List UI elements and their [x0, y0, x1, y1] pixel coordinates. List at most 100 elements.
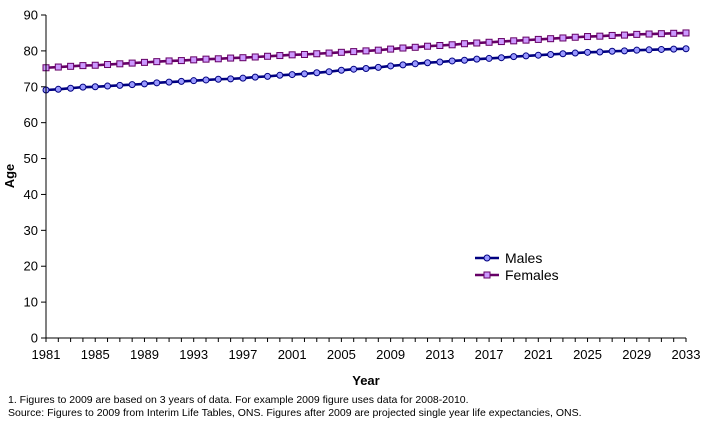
data-point-females — [485, 38, 493, 46]
data-point-females — [534, 35, 542, 43]
data-point-females — [313, 50, 321, 58]
y-tick-label: 90 — [24, 8, 38, 23]
data-point-females — [264, 52, 272, 60]
x-tick-label: 2029 — [622, 347, 651, 362]
data-point-females — [510, 37, 518, 45]
data-point-females — [596, 32, 604, 40]
data-point-females — [411, 43, 419, 51]
data-point-males — [436, 58, 444, 66]
data-point-males — [633, 46, 641, 54]
data-point-males — [608, 47, 616, 55]
data-point-males — [202, 76, 210, 84]
data-point-males — [190, 77, 198, 85]
data-point-females — [79, 62, 87, 70]
data-point-males — [645, 46, 653, 54]
series-layer — [42, 29, 690, 94]
x-axis-ticks: 1981 1985 1989 1993 1997 2001 2005 2009 2013 2017… — [32, 338, 700, 362]
data-point-females — [670, 29, 678, 37]
data-point-females — [337, 48, 345, 56]
legend-label-males: Males — [505, 250, 542, 266]
legend-item-males: Males — [475, 250, 542, 266]
footnote-1: 1. Figures to 2009 are based on 3 years … — [8, 394, 469, 406]
data-point-females — [645, 30, 653, 38]
data-point-males — [300, 70, 308, 78]
data-point-males — [79, 83, 87, 91]
data-point-females — [460, 40, 468, 48]
data-point-males — [411, 60, 419, 68]
legend-marker-males — [483, 254, 491, 262]
x-tick-label: 2025 — [573, 347, 602, 362]
data-point-females — [436, 42, 444, 50]
data-point-males — [251, 73, 259, 81]
data-point-males — [448, 57, 456, 65]
y-tick-label: 30 — [24, 223, 38, 238]
data-point-females — [374, 46, 382, 54]
y-tick-label: 70 — [24, 79, 38, 94]
data-point-females — [362, 47, 370, 55]
data-point-males — [497, 54, 505, 62]
data-point-females — [300, 50, 308, 58]
data-point-males — [350, 65, 358, 73]
series-males — [42, 45, 690, 94]
y-tick-label: 80 — [24, 43, 38, 58]
data-point-females — [350, 48, 358, 56]
x-tick-label: 1997 — [228, 347, 257, 362]
data-point-males — [571, 49, 579, 57]
data-point-females — [473, 39, 481, 47]
y-axis-ticks: 0 10 20 30 40 50 60 70 80 90 — [24, 8, 46, 346]
data-point-males — [104, 82, 112, 90]
data-point-females — [276, 52, 284, 60]
data-point-females — [633, 30, 641, 38]
data-point-females — [657, 30, 665, 38]
legend-label-females: Females — [505, 267, 559, 283]
data-point-males — [596, 48, 604, 56]
data-point-males — [510, 53, 518, 61]
source-note: Source: Figures to 2009 from Interim Lif… — [8, 407, 582, 419]
data-point-males — [128, 81, 136, 89]
data-point-females — [214, 55, 222, 63]
data-point-males — [620, 47, 628, 55]
data-point-females — [165, 57, 173, 65]
data-point-males — [276, 71, 284, 79]
data-point-males — [559, 50, 567, 58]
data-point-females — [682, 29, 690, 37]
data-point-females — [54, 63, 62, 71]
data-point-males — [239, 74, 247, 82]
data-point-females — [424, 42, 432, 50]
data-point-females — [128, 59, 136, 67]
data-point-males — [165, 78, 173, 86]
data-point-females — [547, 35, 555, 43]
y-tick-label: 50 — [24, 151, 38, 166]
data-point-males — [227, 75, 235, 83]
data-point-males — [682, 45, 690, 53]
data-point-males — [670, 45, 678, 53]
x-tick-label: 2005 — [327, 347, 356, 362]
data-point-females — [448, 41, 456, 49]
data-point-males — [387, 62, 395, 70]
data-point-females — [608, 31, 616, 39]
data-point-females — [140, 58, 148, 66]
data-point-females — [227, 54, 235, 62]
y-tick-label: 20 — [24, 259, 38, 274]
data-point-males — [362, 64, 370, 72]
data-point-females — [522, 36, 530, 44]
y-tick-label: 60 — [24, 115, 38, 130]
life-expectancy-chart: 0 10 20 30 40 50 60 70 80 90 1981 1985 1989 1993 1997… — [2, 8, 700, 389]
data-point-females — [387, 45, 395, 53]
x-tick-label: 2013 — [425, 347, 454, 362]
x-tick-label: 2017 — [475, 347, 504, 362]
data-point-males — [460, 56, 468, 64]
data-point-males — [374, 63, 382, 71]
data-point-females — [91, 61, 99, 69]
data-point-females — [559, 34, 567, 42]
y-tick-label: 10 — [24, 295, 38, 310]
data-point-females — [584, 33, 592, 41]
data-point-males — [140, 80, 148, 88]
data-point-males — [424, 59, 432, 67]
data-point-males — [337, 66, 345, 74]
data-point-males — [288, 71, 296, 79]
legend-item-females: Females — [475, 267, 559, 283]
data-point-females — [153, 58, 161, 66]
data-point-females — [190, 56, 198, 64]
